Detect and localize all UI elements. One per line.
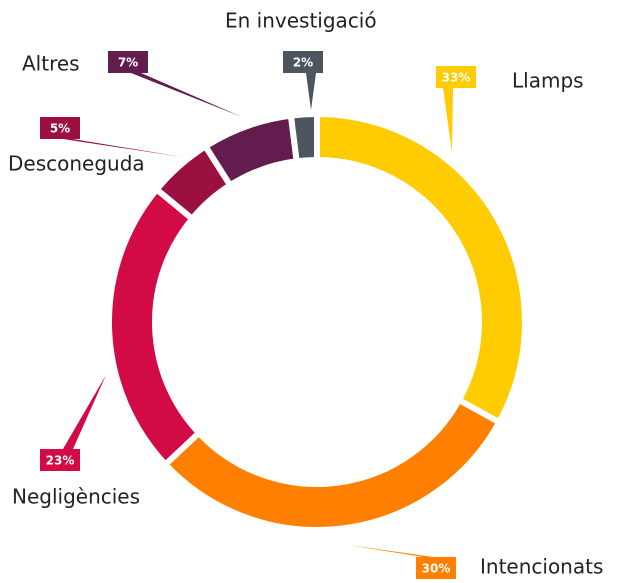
category-label: En investigació: [225, 9, 377, 33]
callout-box: [40, 117, 80, 139]
callout-box: [40, 449, 80, 471]
category-label: Desconeguda: [8, 152, 145, 176]
category-label: Intencionats: [480, 555, 603, 579]
donut-slice: [161, 395, 504, 533]
category-label: Llamps: [512, 69, 584, 93]
callout-pointer: [63, 139, 182, 157]
donut-slice: [106, 185, 204, 469]
donut-slice: [314, 110, 528, 427]
callout-pointer: [131, 73, 242, 117]
callout-pointer: [348, 545, 433, 557]
category-label: Negligències: [12, 485, 140, 509]
callout-box: [108, 51, 148, 73]
value-label: 23%: [46, 454, 75, 468]
callout-box: [416, 557, 456, 579]
callout-box: [283, 51, 323, 73]
callout-box: [436, 66, 476, 88]
value-label: 33%: [442, 71, 471, 85]
value-label: 5%: [50, 122, 70, 136]
callout-pointer: [63, 375, 106, 449]
callout-pointer: [443, 88, 453, 152]
category-label: Altres: [22, 52, 80, 76]
value-label: 7%: [118, 56, 138, 70]
value-label: 2%: [293, 56, 313, 70]
donut-slice: [287, 110, 320, 165]
callout-pointer: [306, 73, 316, 110]
value-label: 30%: [422, 562, 451, 576]
